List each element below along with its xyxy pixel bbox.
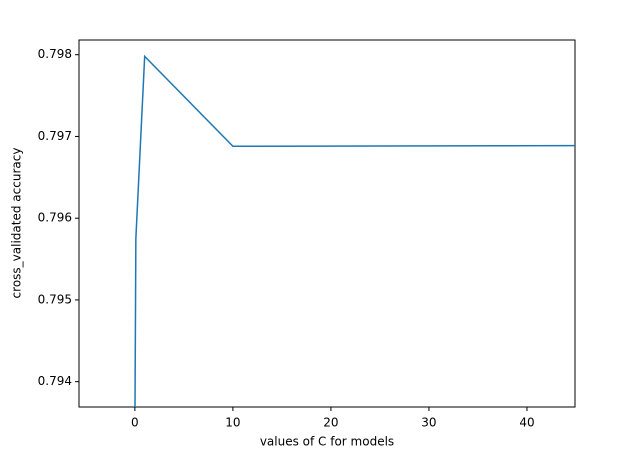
line-series bbox=[134, 54, 575, 407]
plot-frame bbox=[78, 39, 576, 408]
y-axis-label: cross_validated accuracy bbox=[10, 148, 24, 299]
x-tick-label: 30 bbox=[421, 416, 436, 430]
x-axis-label: values of C for models bbox=[260, 435, 394, 449]
y-tick-label: 0.796 bbox=[38, 211, 72, 225]
y-tick-label: 0.794 bbox=[38, 374, 72, 388]
x-tick-label: 10 bbox=[225, 416, 240, 430]
x-tick-label: 20 bbox=[323, 416, 338, 430]
y-tick-label: 0.795 bbox=[38, 292, 72, 306]
x-tick-label: 40 bbox=[519, 416, 534, 430]
y-tick-label: 0.798 bbox=[38, 47, 72, 61]
x-tick-label: 0 bbox=[131, 416, 139, 430]
y-tick-label: 0.797 bbox=[38, 129, 72, 143]
